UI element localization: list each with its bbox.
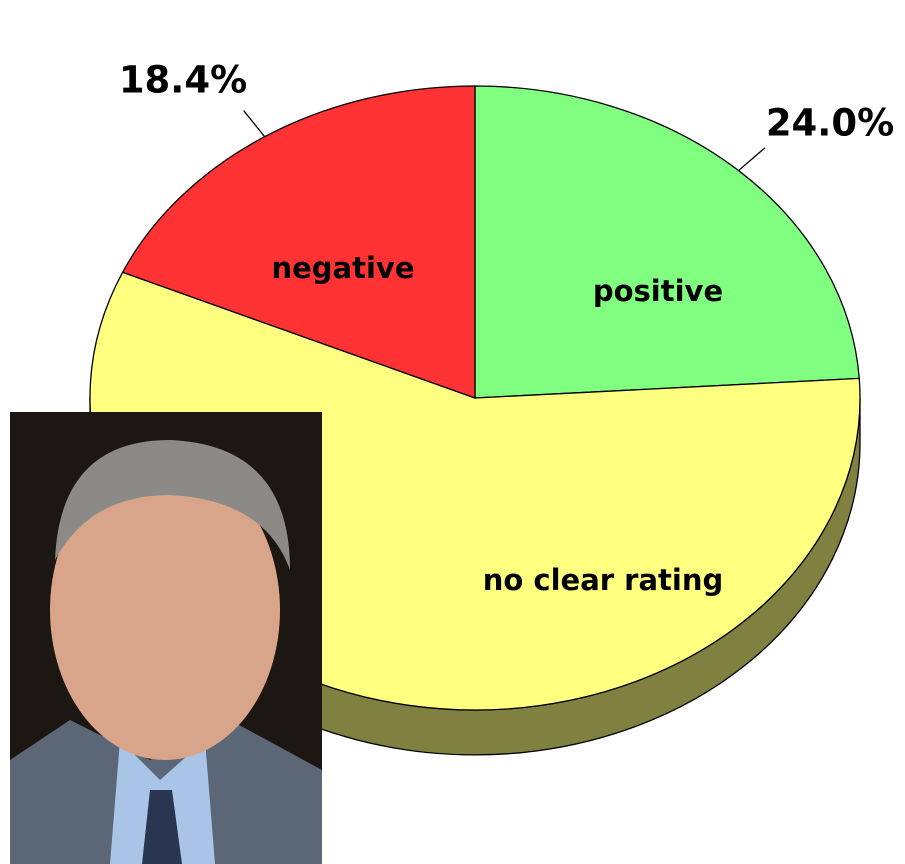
photo-face [50,460,280,760]
slice-label: negative [271,251,414,285]
slice-label: positive [593,274,723,308]
value-label: 18.4% [119,59,247,102]
value-label: 24.0% [766,102,894,145]
slice-label: no clear rating [483,563,724,597]
photo-tie [142,790,182,864]
leader-line [738,147,766,172]
photo [10,412,322,864]
photo-hair [55,440,290,570]
pie-slice [474,85,860,399]
leader-line [243,110,266,138]
